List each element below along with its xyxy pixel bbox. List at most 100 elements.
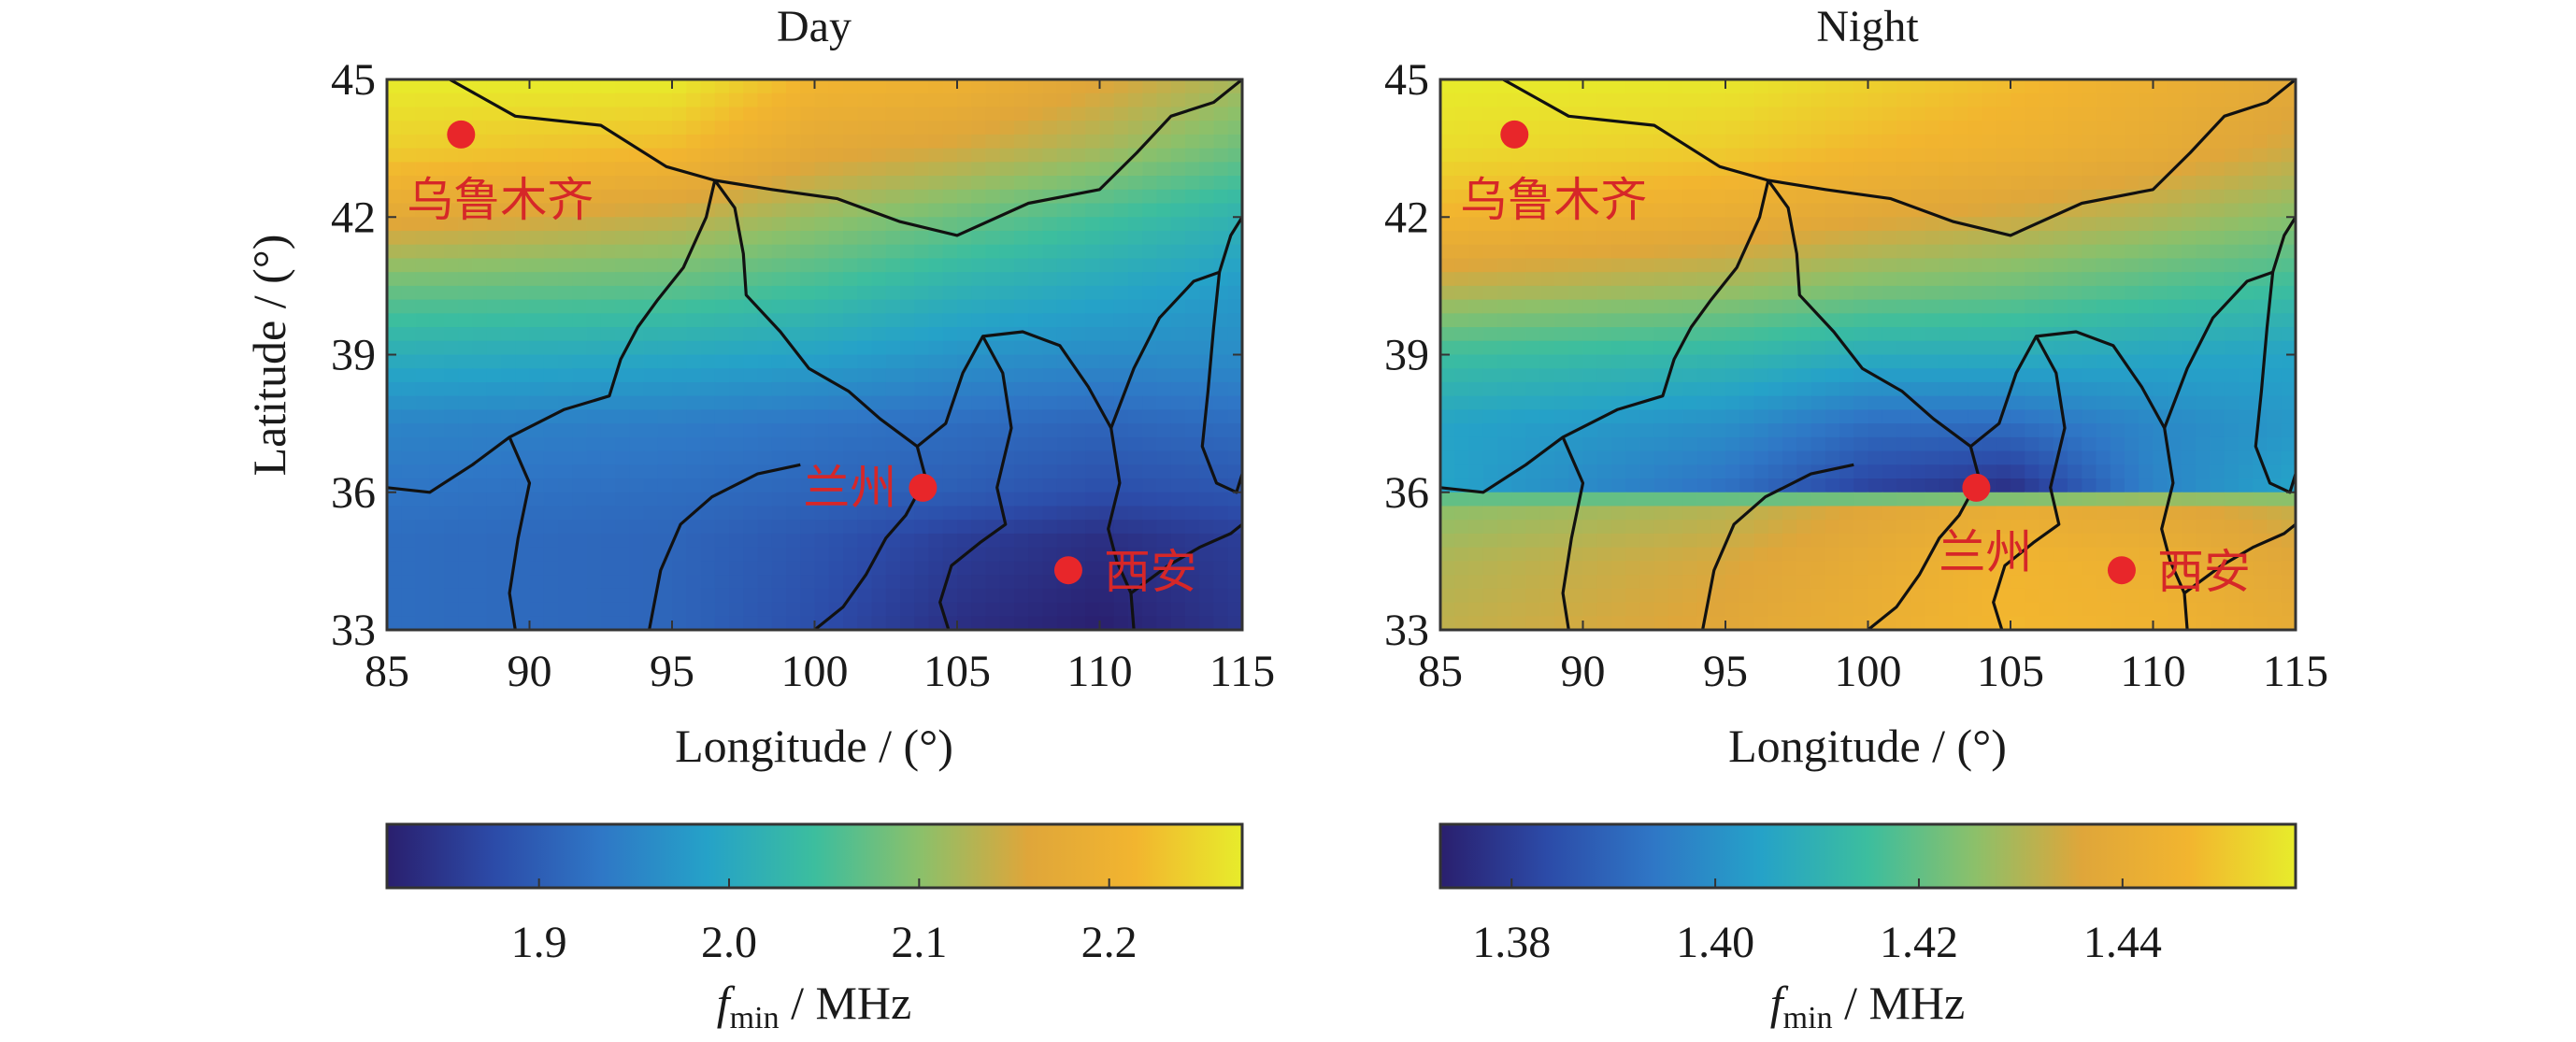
heatmap-cell (1085, 561, 1101, 576)
heatmap-cell (1525, 561, 1541, 576)
heatmap-cell (1071, 436, 1086, 452)
heatmap-cell (2167, 107, 2182, 121)
heatmap-cell (1767, 575, 1783, 590)
heatmap-cell (942, 506, 958, 521)
heatmap-cell (686, 93, 702, 108)
heatmap-cell (1810, 506, 1826, 521)
heatmap-cell (843, 327, 858, 342)
heatmap-cell (1925, 520, 1940, 535)
heatmap-cell (1454, 520, 1470, 535)
heatmap-cell (1028, 258, 1044, 273)
heatmap-cell (1868, 93, 1883, 108)
heatmap-cell (1128, 547, 1143, 562)
heatmap-cell (2281, 492, 2296, 507)
heatmap-cell (401, 285, 417, 301)
heatmap-cell (942, 121, 958, 136)
heatmap-cell (1085, 121, 1101, 136)
heatmap-cell (729, 395, 744, 410)
heatmap-cell (1454, 395, 1470, 410)
heatmap-cell (2139, 464, 2154, 479)
heatmap-cell (1511, 189, 1527, 205)
heatmap-cell (1953, 616, 1968, 630)
heatmap-cell (472, 492, 488, 507)
heatmap-cell (2039, 272, 2054, 287)
heatmap-cell (543, 616, 559, 630)
heatmap-cell (928, 313, 944, 328)
heatmap-cell (2253, 616, 2268, 630)
heatmap-cell (1653, 506, 1669, 521)
heatmap-cell (1996, 533, 2011, 549)
heatmap-cell (786, 107, 801, 121)
day-colorbar-ticks: 1.9 2.0 2.1 2.2 (511, 878, 1138, 967)
heatmap-cell (429, 148, 445, 163)
heatmap-cell (1056, 478, 1072, 493)
heatmap-cell (1796, 561, 1812, 576)
heatmap-cell (686, 588, 702, 604)
heatmap-cell (429, 121, 445, 136)
heatmap-cell (2139, 368, 2154, 383)
heatmap-cell (1853, 588, 1869, 604)
heatmap-cell (600, 464, 616, 479)
heatmap-cell (1511, 340, 1527, 356)
heatmap-cell (558, 134, 573, 150)
heatmap-cell (1882, 630, 1897, 644)
heatmap-cell (1596, 588, 1612, 604)
heatmap-cell (1982, 327, 1997, 342)
heatmap-cell (1810, 616, 1826, 630)
heatmap-cell (429, 176, 445, 191)
heatmap-cell (2025, 409, 2040, 424)
heatmap-cell (714, 533, 730, 549)
heatmap-cell (2224, 520, 2240, 535)
heatmap-cell (1825, 492, 1840, 507)
heatmap-cell (2281, 162, 2296, 177)
heatmap-cell (2039, 561, 2054, 576)
heatmap-cell (871, 162, 887, 177)
heatmap-cell (401, 520, 417, 535)
heatmap-cell (814, 313, 830, 328)
heatmap-cell (586, 436, 602, 452)
heatmap-cell (515, 244, 531, 260)
heatmap-cell (743, 368, 759, 383)
heatmap-cell (1640, 630, 1655, 644)
heatmap-cell (2224, 148, 2240, 163)
heatmap-cell (1227, 561, 1242, 576)
heatmap-cell (1468, 244, 1484, 260)
heatmap-cell (1185, 450, 1200, 465)
heatmap-cell (1753, 313, 1769, 328)
heatmap-cell (444, 258, 459, 273)
heatmap-cell (2068, 450, 2082, 465)
heatmap-cell (786, 79, 801, 94)
heatmap-cell (1042, 203, 1058, 218)
heatmap-cell (1227, 203, 1242, 218)
heatmap-cell (2068, 464, 2082, 479)
heatmap-cell (401, 327, 417, 342)
heatmap-cell (1853, 450, 1869, 465)
heatmap-cell (2153, 520, 2168, 535)
heatmap-cell (1014, 478, 1029, 493)
heatmap-cell (672, 189, 687, 205)
heatmap-cell (2025, 381, 2040, 397)
heatmap-cell (2082, 162, 2097, 177)
heatmap-cell (971, 354, 987, 369)
heatmap-cell (1796, 244, 1812, 260)
heatmap-cell (401, 148, 417, 163)
heatmap-cell (1696, 340, 1712, 356)
heatmap-cell (1227, 313, 1242, 328)
heatmap-cell (2210, 506, 2225, 521)
heatmap-cell (1868, 162, 1883, 177)
heatmap-cell (786, 436, 801, 452)
heatmap-cell (2153, 189, 2168, 205)
heatmap-cell (1625, 588, 1641, 604)
heatmap-cell (1440, 340, 1455, 356)
heatmap-cell (1682, 561, 1698, 576)
heatmap-cell (1925, 506, 1940, 521)
heatmap-cell (1868, 107, 1883, 121)
heatmap-cell (1014, 162, 1029, 177)
heatmap-cell (2068, 327, 2082, 342)
heatmap-cell (572, 464, 588, 479)
heatmap-cell (957, 561, 972, 576)
heatmap-cell (1483, 630, 1498, 644)
heatmap-cell (2082, 244, 2097, 260)
heatmap-cell (1853, 327, 1869, 342)
heatmap-cell (1554, 134, 1569, 150)
